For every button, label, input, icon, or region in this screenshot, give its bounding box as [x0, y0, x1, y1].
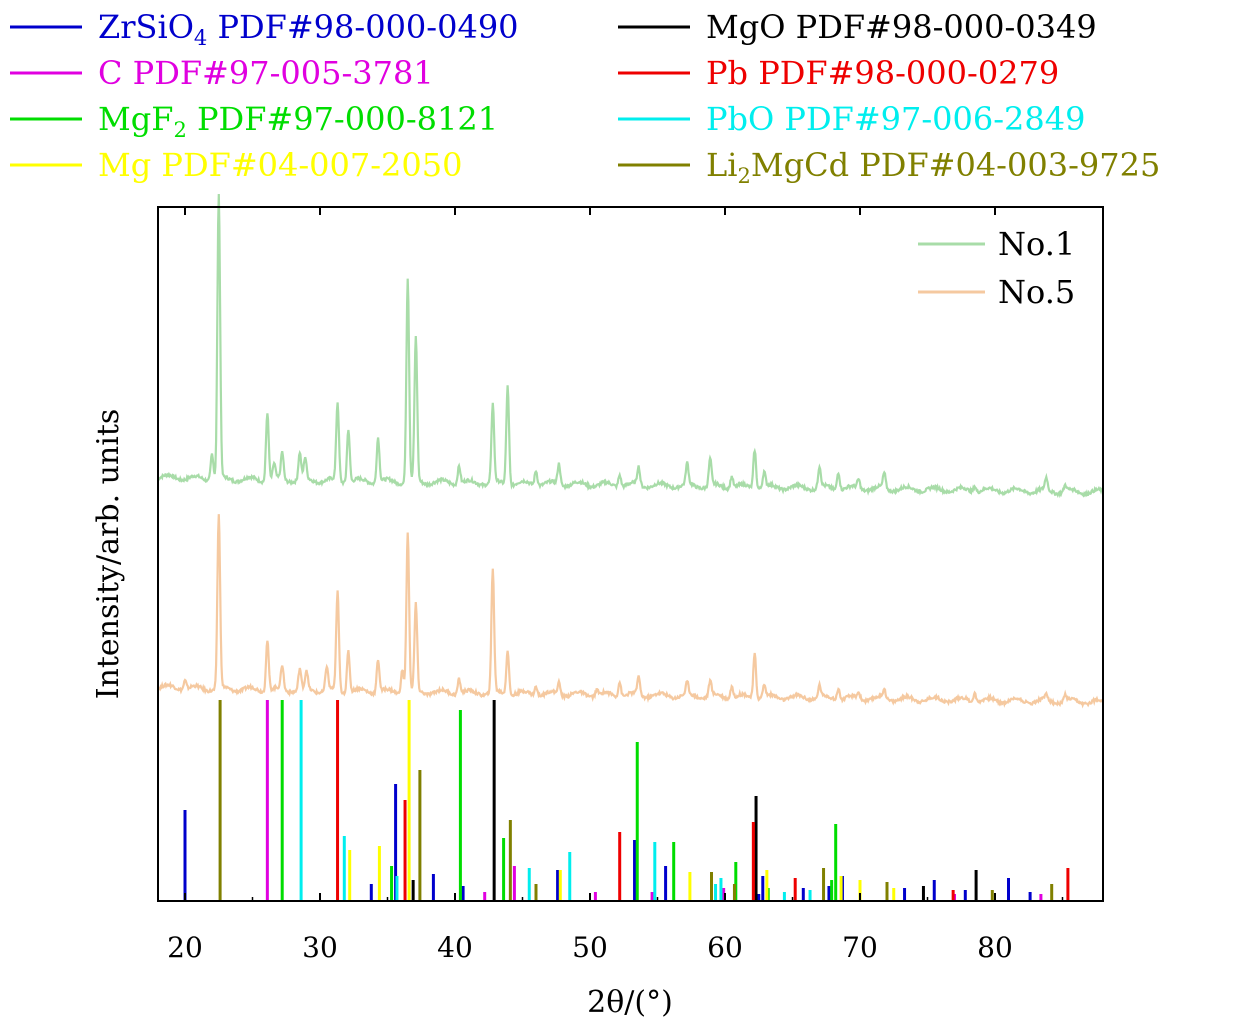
legend-entry-Pb: Pb PDF#98-000-0279: [618, 54, 1059, 92]
series-legend-entry-1: No.1: [918, 225, 1075, 263]
series-line-1: [157, 193, 1105, 499]
reference-pattern-MgO: [411, 700, 978, 900]
reference-pattern-Mg: [348, 700, 896, 900]
legend-entry-MgO: MgO PDF#98-000-0349: [618, 8, 1097, 46]
reference-pattern-PbO: [299, 700, 812, 900]
legend-label-Pb: Pb PDF#98-000-0279: [706, 54, 1059, 92]
series-legend: No.1 No.5: [918, 225, 1075, 311]
legend-entry-ZrSiO4: ZrSiO4 PDF#98-000-0490: [10, 8, 519, 50]
legend-label-Mg: Mg PDF#04-007-2050: [98, 146, 462, 184]
reference-legend: ZrSiO4 PDF#98-000-0490 C PDF#97-005-3781 M…: [10, 8, 1160, 188]
reference-pattern-Pb: [336, 700, 1070, 900]
series-line-2: [157, 514, 1104, 709]
x-axis-label: 2θ/(°): [587, 985, 673, 1020]
x-tick-label-40: 40: [437, 931, 473, 964]
x-tick-label-60: 60: [707, 931, 743, 964]
legend-entry-PbO: PbO PDF#97-006-2849: [618, 100, 1085, 138]
legend-label-MgO: MgO PDF#98-000-0349: [706, 8, 1097, 46]
legend-entry-C: C PDF#97-005-3781: [10, 54, 434, 92]
legend-entry-Li2MgCd: Li2MgCd PDF#04-003-9725: [618, 146, 1160, 188]
series-legend-entry-2: No.5: [918, 273, 1075, 311]
reference-pattern-ZrSiO4: [183, 784, 1032, 900]
y-axis-label: Intensity/arb. units: [91, 409, 126, 700]
reference-pattern-MgF2: [280, 700, 838, 900]
legend-label-PbO: PbO PDF#97-006-2849: [706, 100, 1085, 138]
legend-label-C: C PDF#97-005-3781: [98, 54, 434, 92]
x-tick-label-30: 30: [302, 931, 338, 964]
x-tick-label-80: 80: [977, 931, 1013, 964]
legend-label-Li2MgCd: Li2MgCd PDF#04-003-9725: [706, 146, 1160, 188]
x-tick-label-20: 20: [167, 931, 203, 964]
plot-content: [157, 193, 1105, 900]
x-axis: 20 30 40 50 60 70 80: [167, 207, 1064, 964]
reference-pattern-Li2MgCd: [218, 700, 1054, 900]
legend-entry-Mg: Mg PDF#04-007-2050: [10, 146, 462, 184]
legend-label-ZrSiO4: ZrSiO4 PDF#98-000-0490: [98, 8, 519, 50]
x-tick-label-70: 70: [842, 931, 878, 964]
series-legend-label-1: No.1: [998, 225, 1075, 263]
series-legend-label-2: No.5: [998, 273, 1075, 311]
x-tick-label-50: 50: [572, 931, 608, 964]
legend-entry-MgF2: MgF2 PDF#97-000-8121: [10, 100, 498, 142]
plot-frame: [157, 206, 1104, 902]
legend-label-MgF2: MgF2 PDF#97-000-8121: [98, 100, 498, 142]
